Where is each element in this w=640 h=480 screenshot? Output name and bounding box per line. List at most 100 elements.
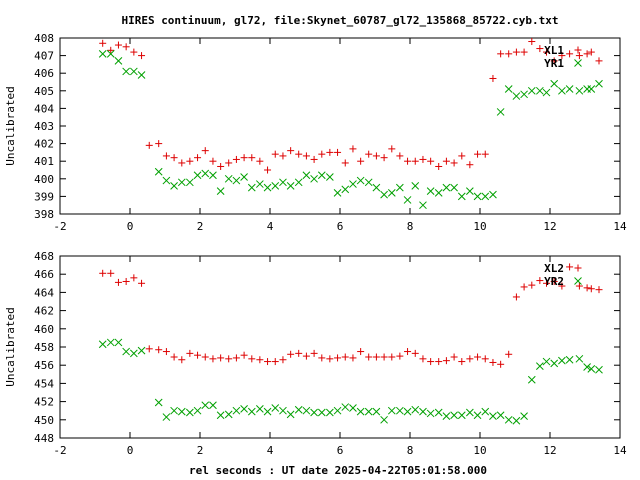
data-point	[395, 183, 404, 192]
data-point	[302, 152, 310, 160]
y-tick-label: 468	[34, 250, 54, 263]
data-point	[528, 38, 536, 46]
data-point	[550, 277, 558, 285]
data-point	[575, 52, 583, 60]
data-point	[496, 108, 505, 116]
data-point	[583, 50, 591, 58]
x-tick-label: 14	[613, 220, 627, 233]
data-point	[411, 405, 420, 414]
data-point	[380, 154, 388, 162]
data-point	[357, 348, 365, 356]
y-tick-label: 464	[34, 286, 54, 299]
data-point	[255, 405, 264, 413]
data-point	[575, 86, 584, 95]
data-point	[248, 355, 256, 363]
data-point	[504, 415, 513, 424]
data-point	[435, 162, 443, 170]
data-point	[263, 183, 272, 192]
data-point	[271, 404, 280, 412]
x-tick-label: 10	[473, 220, 486, 233]
data-point	[99, 269, 107, 277]
data-point	[411, 181, 420, 190]
data-point	[457, 192, 466, 201]
x-tick-label: 8	[407, 220, 414, 233]
data-point	[302, 171, 311, 180]
data-point	[240, 154, 248, 162]
data-point	[129, 349, 138, 358]
y-tick-label: 400	[34, 173, 54, 186]
data-point	[295, 150, 303, 158]
data-point	[558, 282, 566, 290]
legend-label: XL1	[544, 44, 564, 57]
data-point	[575, 282, 583, 290]
x-tick-label: 12	[543, 220, 556, 233]
data-point	[107, 269, 115, 277]
data-point	[566, 50, 574, 58]
data-point	[466, 355, 474, 363]
data-point	[240, 405, 248, 413]
data-point	[473, 411, 482, 420]
y-tick-label: 460	[34, 323, 54, 336]
data-point	[256, 356, 264, 364]
data-point	[287, 147, 295, 155]
data-point	[372, 183, 381, 192]
data-point	[419, 407, 427, 416]
data-point	[434, 189, 443, 197]
y-tick-label: 405	[34, 85, 54, 98]
x-tick-label: -2	[53, 220, 66, 233]
data-point	[295, 349, 303, 357]
data-point	[106, 49, 115, 58]
y-tick-label: 454	[34, 377, 54, 390]
data-point	[465, 187, 474, 195]
data-point	[137, 71, 146, 79]
data-point	[387, 189, 396, 197]
data-point	[595, 57, 603, 65]
data-point	[225, 355, 233, 363]
data-point	[310, 155, 318, 163]
data-point	[114, 57, 123, 65]
data-point	[504, 85, 513, 93]
data-point	[154, 398, 163, 407]
data-point	[317, 171, 326, 180]
data-point	[403, 407, 412, 416]
data-point	[565, 355, 574, 364]
data-point	[138, 279, 146, 287]
data-point	[326, 148, 334, 156]
y-tick-label: 456	[34, 359, 54, 372]
data-point	[583, 284, 591, 292]
y-tick-label: 401	[34, 155, 54, 168]
data-point	[450, 183, 458, 192]
data-point	[527, 375, 536, 384]
data-point	[178, 356, 186, 364]
data-point	[505, 350, 513, 358]
data-point	[520, 48, 528, 56]
data-point	[145, 345, 153, 353]
data-point	[566, 263, 574, 271]
x-tick-label: 4	[267, 220, 274, 233]
series-yr2	[98, 338, 603, 425]
data-point	[279, 406, 287, 415]
legend-marker	[574, 264, 582, 272]
data-point	[106, 338, 115, 347]
y-tick-label: 399	[34, 190, 54, 203]
data-point	[209, 355, 217, 363]
series-xl2	[99, 263, 603, 368]
data-point	[520, 283, 528, 291]
data-point	[481, 150, 489, 158]
x-tick-label: 6	[337, 220, 344, 233]
y-tick-label: 404	[34, 102, 54, 115]
data-point	[512, 293, 520, 301]
data-point	[333, 406, 342, 415]
data-point	[170, 406, 178, 415]
data-point	[240, 351, 248, 359]
legend-marker	[574, 59, 582, 67]
data-point	[122, 67, 131, 76]
data-point	[99, 39, 107, 47]
data-point	[114, 278, 122, 286]
y-tick-label: 458	[34, 341, 54, 354]
data-point	[550, 79, 559, 88]
data-point	[178, 159, 186, 167]
data-point	[380, 353, 388, 361]
data-point	[474, 353, 482, 361]
data-point	[287, 350, 295, 358]
